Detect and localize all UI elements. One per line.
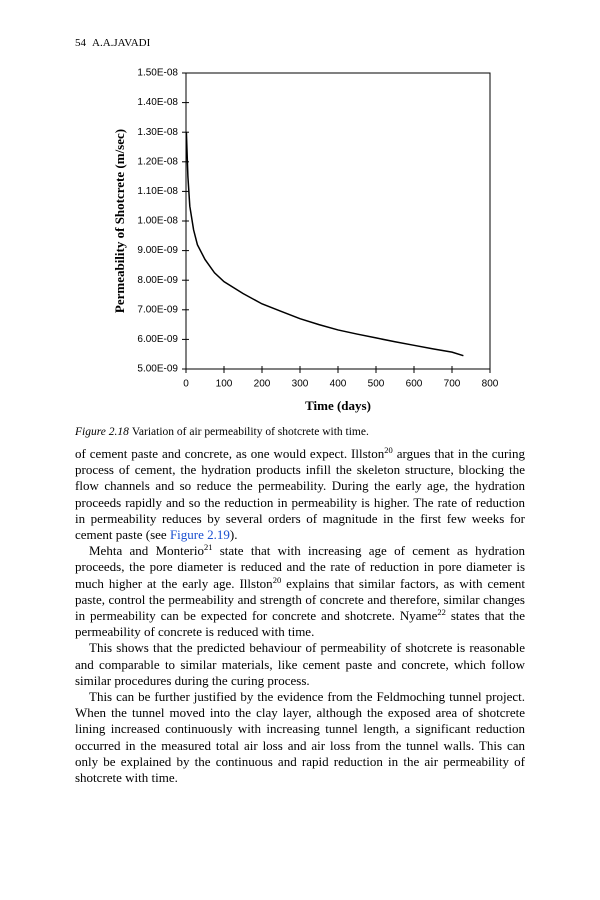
caption-label: Figure 2.18: [75, 426, 129, 438]
text-run: state that with increasing age of cement…: [75, 543, 525, 591]
y-tick-label: 1.50E-08: [137, 68, 178, 79]
text-run: ).: [229, 527, 238, 543]
y-axis-label: Permeability of Shotcrete (m/sec): [112, 129, 127, 313]
x-axis-label: Time (days): [305, 398, 371, 413]
body-text: of cement paste and concrete, as one wou…: [75, 446, 525, 786]
x-tick-label: 500: [368, 379, 385, 390]
author: A.A.JAVADI: [92, 37, 151, 49]
y-tick-label: 1.10E-08: [137, 186, 178, 197]
text-run: explains that similar factors, as with c…: [75, 575, 526, 624]
text-run: argues that in the curing process of cem…: [75, 446, 525, 543]
y-tick-label: 1.00E-08: [137, 216, 178, 227]
x-tick-label: 100: [216, 379, 233, 390]
reference: 21: [203, 542, 213, 553]
paragraph: This shows that the predicted behaviour …: [75, 640, 525, 689]
y-tick-label: 1.30E-08: [137, 127, 178, 138]
text-run: states that the permeability of concrete…: [75, 608, 525, 640]
caption-text: Variation of air permeability of shotcre…: [131, 426, 369, 438]
plot-frame: [185, 72, 491, 370]
y-tick-label: 5.00E-09: [137, 364, 178, 375]
x-tick-label: 800: [482, 379, 499, 390]
caption: Figure 2.18 Variation of air permeability…: [75, 426, 369, 438]
x-tick-label: 600: [406, 379, 423, 390]
reference: 22: [437, 607, 446, 618]
y-tick-label: 6.00E-09: [137, 334, 178, 345]
text-run: Mehta and Monterio: [89, 543, 204, 559]
x-tick-label: 200: [254, 379, 271, 390]
text-run: of cement paste and concrete, as one wou…: [75, 446, 385, 461]
reference: 20: [272, 574, 282, 585]
text-run: This can be further justified by the evi…: [75, 689, 525, 786]
x-tick-label: 0: [183, 379, 189, 390]
data-line: [185, 132, 464, 357]
y-tick-label: 7.00E-09: [137, 304, 178, 315]
page-number: 54: [75, 37, 86, 49]
y-tick-label: 1.20E-08: [137, 156, 178, 167]
text-run: This shows that the predicted behaviour …: [75, 640, 525, 688]
x-tick-label: 300: [292, 379, 309, 390]
x-tick-label: 700: [444, 379, 461, 390]
running-header: 54 A.A.JAVADI: [75, 37, 156, 49]
paragraph: of cement paste and concrete, as one wou…: [75, 446, 525, 543]
figure-link[interactable]: Figure 2.19: [169, 527, 230, 543]
y-tick-label: 9.00E-09: [137, 245, 178, 256]
y-tick-label: 1.40E-08: [137, 97, 178, 108]
x-tick-label: 400: [330, 379, 347, 390]
paragraph: Mehta and Monterio21 state that with inc…: [75, 543, 525, 640]
chart: 5.00E-09 6.00E-09 7.00E-09 8.00E-09 9.00E-09…: [112, 68, 499, 413]
reference: 20: [384, 445, 393, 455]
paragraph: This can be further justified by the evi…: [75, 689, 525, 786]
y-tick-label: 8.00E-09: [137, 275, 178, 286]
